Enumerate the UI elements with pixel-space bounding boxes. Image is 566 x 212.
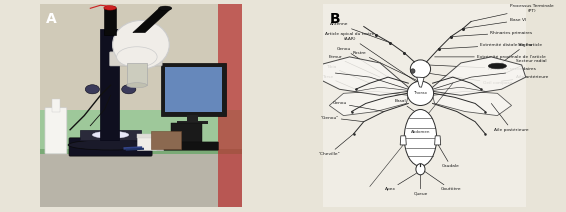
FancyBboxPatch shape bbox=[127, 63, 147, 85]
Text: Extrémité distale de l'article: Extrémité distale de l'article bbox=[441, 43, 543, 49]
Ellipse shape bbox=[416, 164, 425, 175]
FancyBboxPatch shape bbox=[161, 63, 226, 116]
Text: Rhinaries secondaires: Rhinaries secondaires bbox=[428, 65, 535, 71]
Ellipse shape bbox=[410, 60, 431, 78]
Polygon shape bbox=[435, 136, 441, 145]
Text: Tibia: Tibia bbox=[326, 65, 370, 83]
FancyBboxPatch shape bbox=[40, 4, 242, 122]
FancyBboxPatch shape bbox=[40, 110, 242, 150]
FancyBboxPatch shape bbox=[105, 8, 115, 35]
Ellipse shape bbox=[404, 110, 436, 166]
Polygon shape bbox=[315, 57, 408, 95]
Polygon shape bbox=[432, 57, 526, 95]
Ellipse shape bbox=[127, 83, 147, 88]
Text: Queue: Queue bbox=[413, 175, 428, 195]
Ellipse shape bbox=[117, 47, 157, 67]
Text: Tarse: Tarse bbox=[321, 75, 355, 89]
Ellipse shape bbox=[488, 63, 507, 69]
Text: Genou: Genou bbox=[332, 102, 384, 112]
FancyBboxPatch shape bbox=[137, 135, 163, 150]
Text: Article apical du rostre
(AAR): Article apical du rostre (AAR) bbox=[325, 32, 418, 83]
Text: B: B bbox=[329, 12, 340, 26]
Text: Basal: Basal bbox=[395, 99, 421, 116]
Text: Antenne: Antenne bbox=[330, 22, 390, 43]
Text: Aile postérieure: Aile postérieure bbox=[491, 103, 529, 132]
Ellipse shape bbox=[68, 140, 153, 150]
FancyBboxPatch shape bbox=[40, 149, 242, 154]
FancyBboxPatch shape bbox=[165, 67, 222, 112]
Text: Base VI: Base VI bbox=[463, 18, 526, 29]
FancyBboxPatch shape bbox=[52, 99, 60, 112]
FancyBboxPatch shape bbox=[151, 131, 182, 149]
Text: A: A bbox=[46, 12, 57, 26]
FancyBboxPatch shape bbox=[171, 123, 201, 149]
FancyBboxPatch shape bbox=[45, 108, 67, 154]
Text: "Genou": "Genou" bbox=[320, 116, 364, 122]
Text: Gouttière: Gouttière bbox=[424, 171, 461, 191]
Ellipse shape bbox=[85, 85, 100, 94]
Text: Caudale: Caudale bbox=[438, 144, 460, 168]
FancyBboxPatch shape bbox=[80, 130, 141, 140]
Polygon shape bbox=[400, 136, 406, 145]
Ellipse shape bbox=[113, 20, 169, 69]
FancyBboxPatch shape bbox=[137, 134, 163, 138]
Text: "Cheville": "Cheville" bbox=[319, 134, 354, 156]
Text: Fémur: Fémur bbox=[329, 55, 380, 77]
FancyBboxPatch shape bbox=[100, 29, 119, 140]
FancyBboxPatch shape bbox=[69, 138, 152, 156]
FancyBboxPatch shape bbox=[323, 4, 526, 207]
Polygon shape bbox=[432, 91, 512, 116]
Polygon shape bbox=[133, 8, 171, 33]
FancyBboxPatch shape bbox=[157, 142, 218, 150]
Ellipse shape bbox=[408, 81, 434, 106]
Text: Thorax: Thorax bbox=[413, 91, 427, 95]
Text: Stigma: Stigma bbox=[498, 43, 533, 66]
FancyBboxPatch shape bbox=[40, 4, 242, 207]
Text: Rhinaries primaires: Rhinaries primaires bbox=[451, 31, 533, 37]
FancyBboxPatch shape bbox=[110, 52, 162, 66]
Text: Rostre: Rostre bbox=[353, 51, 421, 82]
Polygon shape bbox=[417, 77, 424, 87]
Ellipse shape bbox=[410, 69, 415, 73]
FancyBboxPatch shape bbox=[218, 4, 242, 207]
Ellipse shape bbox=[158, 6, 172, 11]
Text: Extrémité proximale de l'article: Extrémité proximale de l'article bbox=[435, 55, 546, 59]
FancyBboxPatch shape bbox=[40, 154, 242, 207]
Text: Aile antérieure: Aile antérieure bbox=[501, 75, 548, 81]
Text: Genou: Genou bbox=[336, 47, 388, 77]
Ellipse shape bbox=[104, 6, 117, 10]
FancyBboxPatch shape bbox=[187, 114, 198, 122]
Ellipse shape bbox=[92, 131, 129, 138]
Text: Apex: Apex bbox=[384, 173, 417, 191]
Ellipse shape bbox=[104, 6, 116, 10]
Text: Abdomen: Abdomen bbox=[411, 130, 430, 134]
Text: Secteur radial: Secteur radial bbox=[505, 59, 547, 73]
Text: Oeil composé: Oeil composé bbox=[413, 71, 512, 85]
Polygon shape bbox=[329, 91, 408, 116]
FancyBboxPatch shape bbox=[177, 121, 208, 124]
Text: Processus Terminale
(PT): Processus Terminale (PT) bbox=[471, 4, 554, 21]
Ellipse shape bbox=[122, 85, 136, 94]
